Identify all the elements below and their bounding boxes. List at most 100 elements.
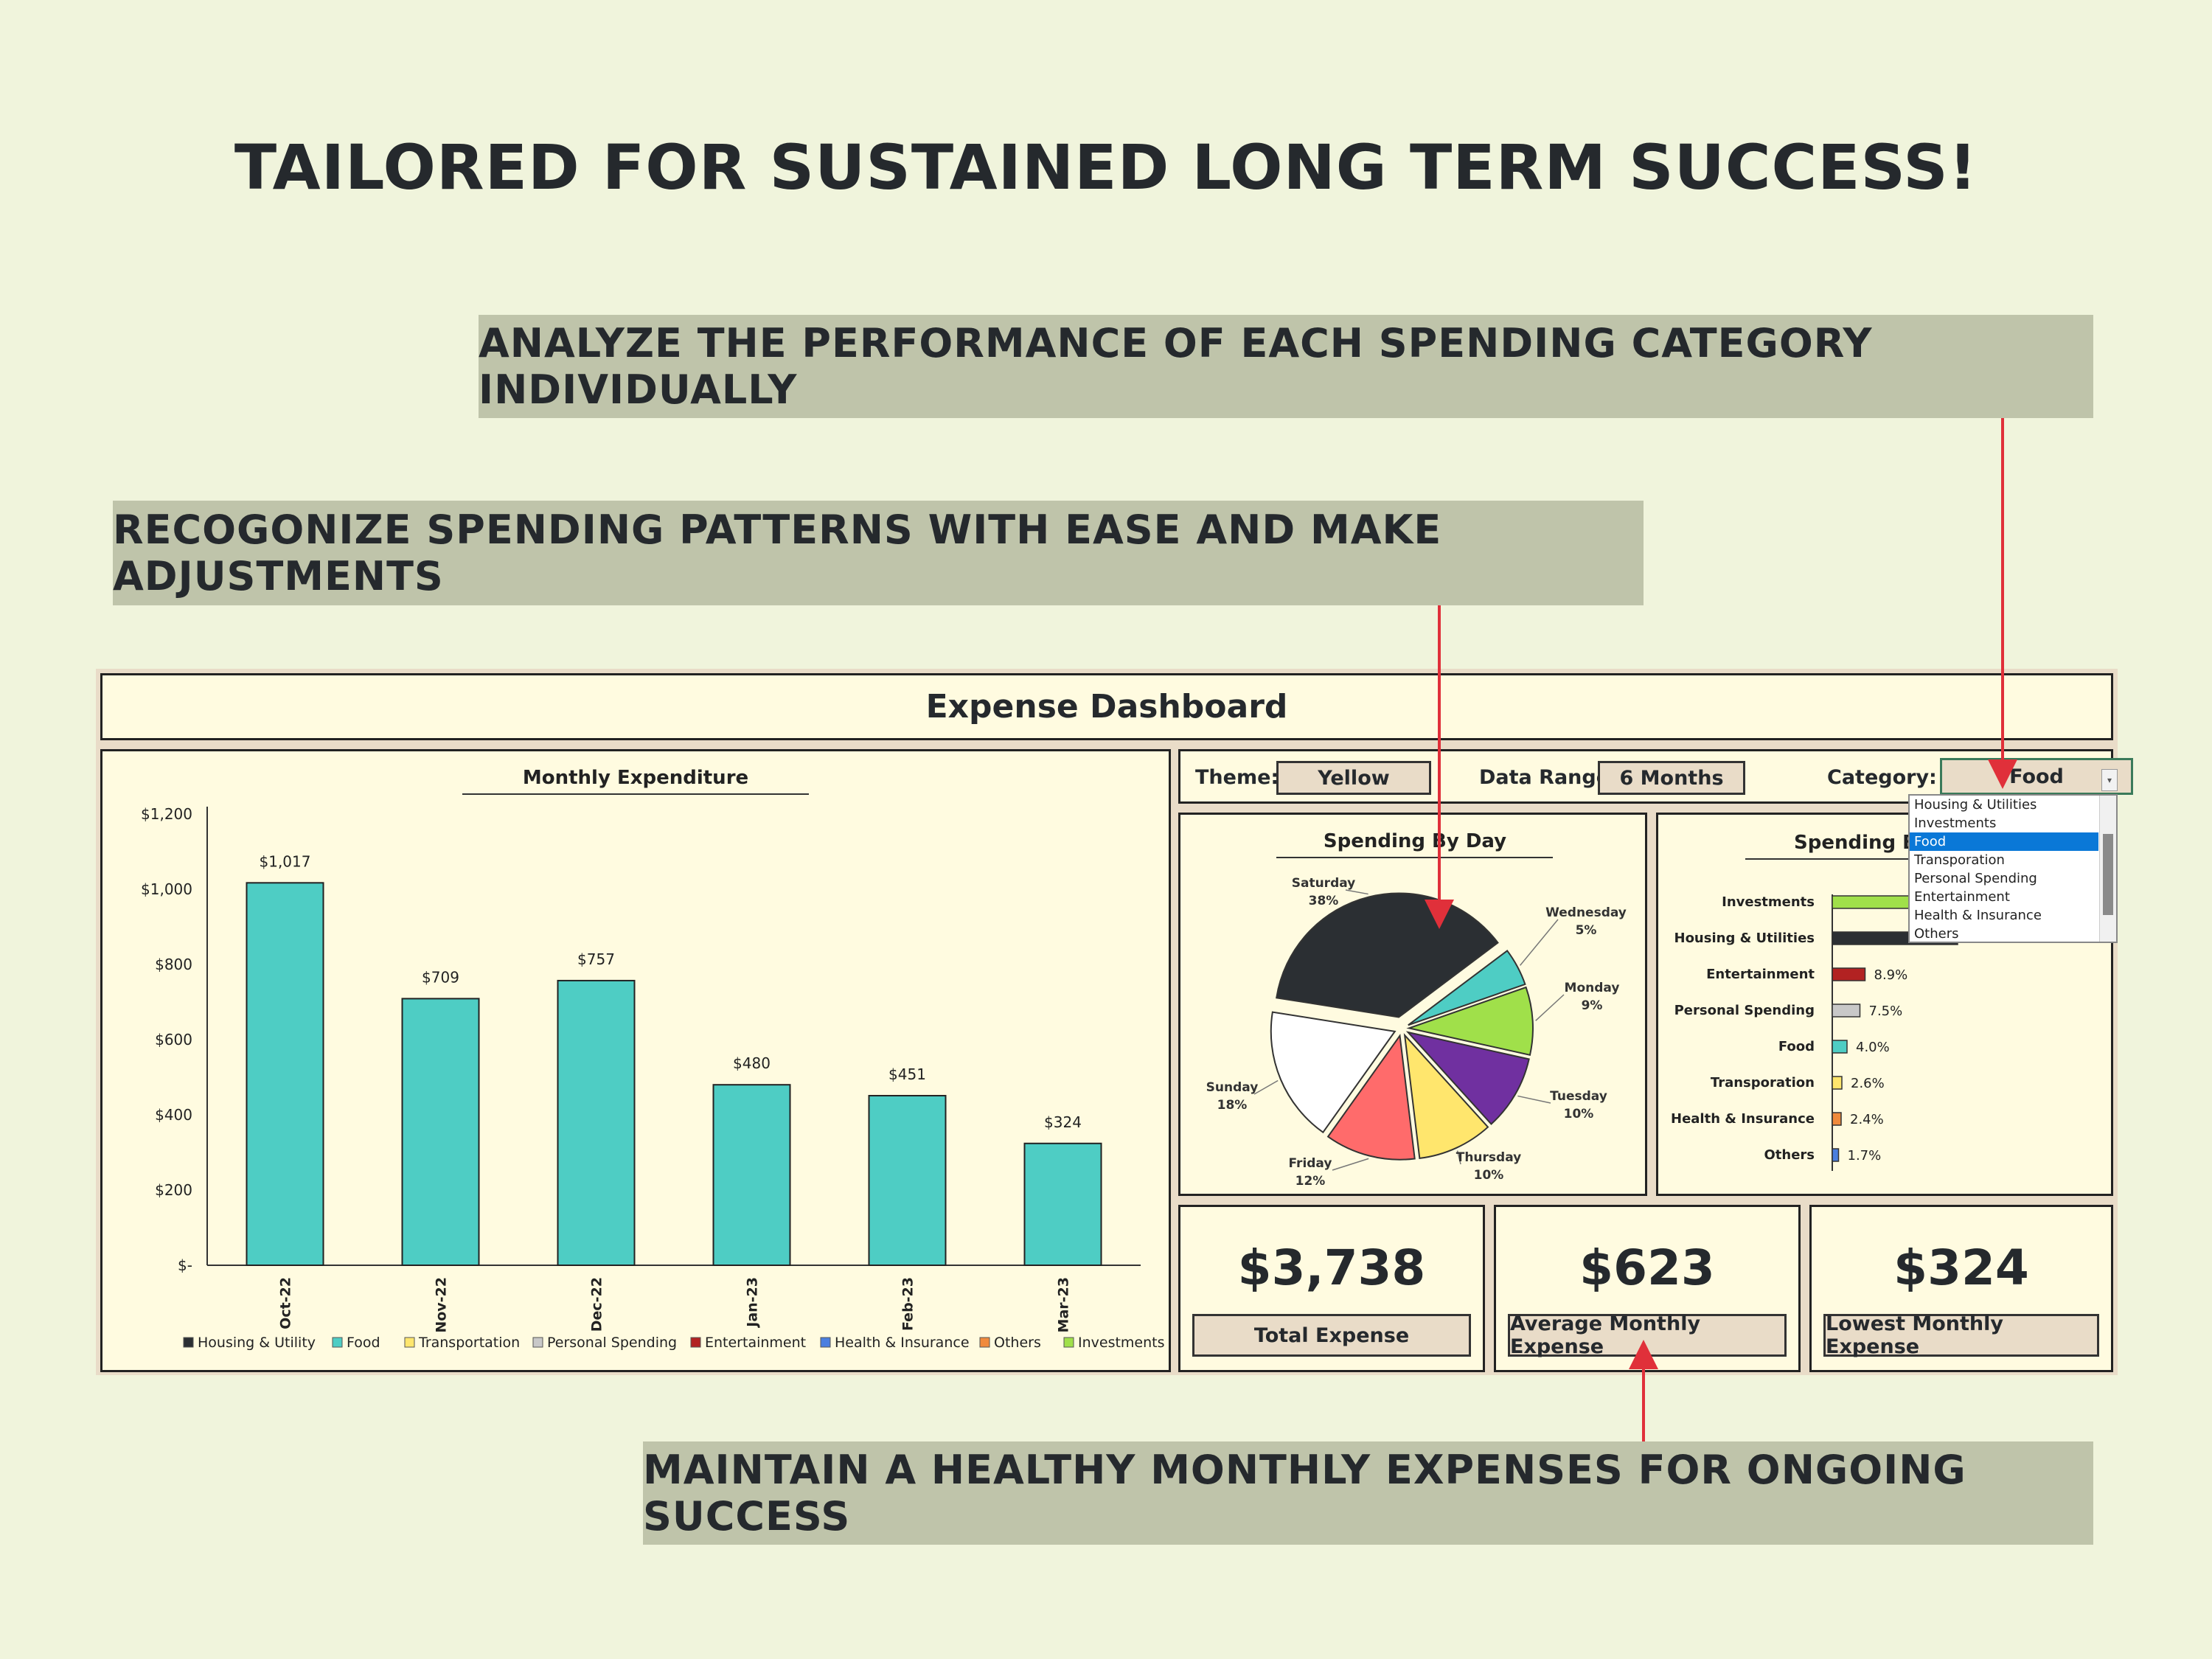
pie-slice-percent: 18% xyxy=(1217,1098,1248,1113)
dropdown-scroll-thumb[interactable] xyxy=(2103,834,2113,915)
pie-slice-label: Thursday xyxy=(1456,1150,1522,1165)
kpi-lowest-label: Lowest Monthly Expense xyxy=(1823,1312,2099,1358)
pie-leader-line xyxy=(1345,889,1368,895)
legend-entry: Transportation xyxy=(418,1335,520,1351)
bar-data-label: $324 xyxy=(1044,1113,1082,1131)
pie-slice-percent: 10% xyxy=(1564,1107,1594,1121)
legend-swatch xyxy=(690,1337,701,1348)
y-tick-label: $- xyxy=(178,1256,192,1274)
dropdown-option[interactable]: Personal Spending xyxy=(1914,871,2037,886)
category-value-label: 8.9% xyxy=(1874,967,1908,983)
category-value-label: 2.6% xyxy=(1851,1076,1885,1091)
pie-slice-label: Monday xyxy=(1565,981,1620,995)
legend-swatch xyxy=(404,1337,415,1348)
kpi-average-value: $623 xyxy=(1579,1239,1715,1296)
kpi-total-value: $3,738 xyxy=(1237,1239,1426,1296)
theme-select[interactable]: Yellow xyxy=(1276,761,1431,795)
pie-slice-label: Wednesday xyxy=(1545,905,1627,920)
theme-label: Theme: xyxy=(1195,766,1279,789)
chart-title: Spending By xyxy=(1794,832,1930,854)
x-tick-label: Nov-22 xyxy=(434,1277,450,1333)
legend-entry: Housing & Utility xyxy=(198,1335,316,1351)
pie-leader-line xyxy=(1520,919,1559,966)
dropdown-option[interactable]: Entertainment xyxy=(1914,889,2010,905)
pie-slice-percent: 9% xyxy=(1582,998,1603,1013)
y-tick-label: $400 xyxy=(155,1106,192,1124)
legend-swatch xyxy=(1063,1337,1074,1348)
bar-data-label: $480 xyxy=(733,1054,771,1072)
x-tick-label: Jan-23 xyxy=(745,1277,761,1329)
category-bar xyxy=(1832,967,1866,981)
legend-entry: Personal Spending xyxy=(547,1335,677,1351)
monthly-expenditure-chart: Monthly Expenditure $- $200 $400 $600 $800 $1,… xyxy=(141,767,1165,1351)
x-tick-label: Dec-22 xyxy=(589,1277,605,1332)
category-label: Entertainment xyxy=(1706,967,1815,982)
category-label: Investments xyxy=(1722,894,1815,910)
pie-leader-line xyxy=(1517,1095,1551,1104)
bar xyxy=(246,882,324,1266)
dropdown-option[interactable]: Housing & Utilities xyxy=(1914,797,2037,813)
pie-slice-percent: 12% xyxy=(1295,1174,1326,1189)
bar-data-label: $451 xyxy=(888,1065,926,1083)
bar-data-label: $757 xyxy=(577,950,615,968)
legend-entry: Food xyxy=(347,1335,380,1351)
dropdown-scrollbar[interactable] xyxy=(2099,796,2116,942)
category-value-label: 2.4% xyxy=(1850,1112,1884,1127)
bar xyxy=(1023,1142,1102,1267)
dropdown-option[interactable]: Health & Insurance xyxy=(1914,908,2042,923)
x-tick-label: Oct-22 xyxy=(278,1277,294,1329)
bar xyxy=(557,979,636,1266)
data-range-select[interactable]: 6 Months xyxy=(1598,761,1745,795)
bar-data-label: $709 xyxy=(422,968,459,986)
bar xyxy=(712,1084,791,1267)
pie-slice-percent: 5% xyxy=(1576,923,1597,938)
expense-dashboard: Expense Dashboard Monthly Expenditure $- $… xyxy=(96,669,2133,1375)
category-value-label: 4.0% xyxy=(1856,1040,1890,1055)
x-tick-label: Mar-23 xyxy=(1056,1277,1072,1332)
y-tick-label: $1,000 xyxy=(141,880,192,898)
dropdown-option[interactable]: Transporation xyxy=(1914,852,2005,868)
kpi-lowest-value: $324 xyxy=(1893,1239,2029,1296)
category-label: Category: xyxy=(1827,766,1937,789)
kpi-card-average: $623 Average Monthly Expense xyxy=(1494,1205,1801,1372)
controls-bar: Theme: Yellow Data Range: 6 Months Categ… xyxy=(1178,749,2133,804)
pie-slice-label: Sunday xyxy=(1206,1080,1259,1095)
category-value-label: 1.7% xyxy=(1848,1148,1882,1164)
pie-slice-percent: 10% xyxy=(1474,1168,1504,1183)
chart-title: Spending By Day xyxy=(1324,830,1506,852)
legend-swatch xyxy=(532,1337,543,1348)
legend-swatch xyxy=(332,1337,343,1348)
y-tick-label: $600 xyxy=(155,1031,192,1048)
chevron-down-icon[interactable]: ▾ xyxy=(2101,769,2118,791)
kpi-average-label: Average Monthly Expense xyxy=(1508,1312,1787,1358)
kpi-total-label: Total Expense xyxy=(1192,1314,1471,1357)
pie-slice-label: Friday xyxy=(1289,1156,1332,1171)
category-dropdown-list: Housing & Utilities Investments Food Transp… xyxy=(1908,794,2118,943)
dropdown-option[interactable]: Food xyxy=(1910,832,2098,851)
legend-swatch xyxy=(820,1337,831,1348)
category-label: Housing & Utilities xyxy=(1674,931,1815,946)
category-value-label: 7.5% xyxy=(1869,1004,1903,1019)
y-tick-label: $200 xyxy=(155,1181,192,1199)
callout-maintain: MAINTAIN A HEALTHY MONTHLY EXPENSES FOR … xyxy=(643,1441,2093,1545)
pie-leader-line xyxy=(1253,1079,1279,1095)
category-bar xyxy=(1832,1004,1861,1018)
spending-by-day-panel: Spending By Day Wednesday 5% Monday 9% Tuesda… xyxy=(1178,813,1647,1196)
category-bar xyxy=(1832,1040,1848,1054)
category-select[interactable]: Food xyxy=(1940,758,2133,795)
pie-leader-line xyxy=(1535,994,1565,1021)
legend-swatch xyxy=(979,1337,990,1348)
dropdown-option[interactable]: Others xyxy=(1914,926,1959,942)
dropdown-option[interactable]: Investments xyxy=(1914,815,1997,831)
bar xyxy=(401,998,480,1266)
pie-slice xyxy=(1270,1011,1397,1134)
spending-by-day-chart: Spending By Day Wednesday 5% Monday 9% Tuesda… xyxy=(1206,830,1627,1189)
pie-slice xyxy=(1408,950,1526,1026)
category-bar xyxy=(1832,1148,1840,1162)
dashboard-title: Expense Dashboard xyxy=(100,673,2113,740)
legend-entry: Investments xyxy=(1078,1335,1165,1351)
pie-slice-percent: 38% xyxy=(1309,894,1339,908)
x-tick-label: Feb-23 xyxy=(900,1277,917,1331)
kpi-card-total: $3,738 Total Expense xyxy=(1178,1205,1485,1372)
category-label: Transporation xyxy=(1711,1075,1815,1091)
